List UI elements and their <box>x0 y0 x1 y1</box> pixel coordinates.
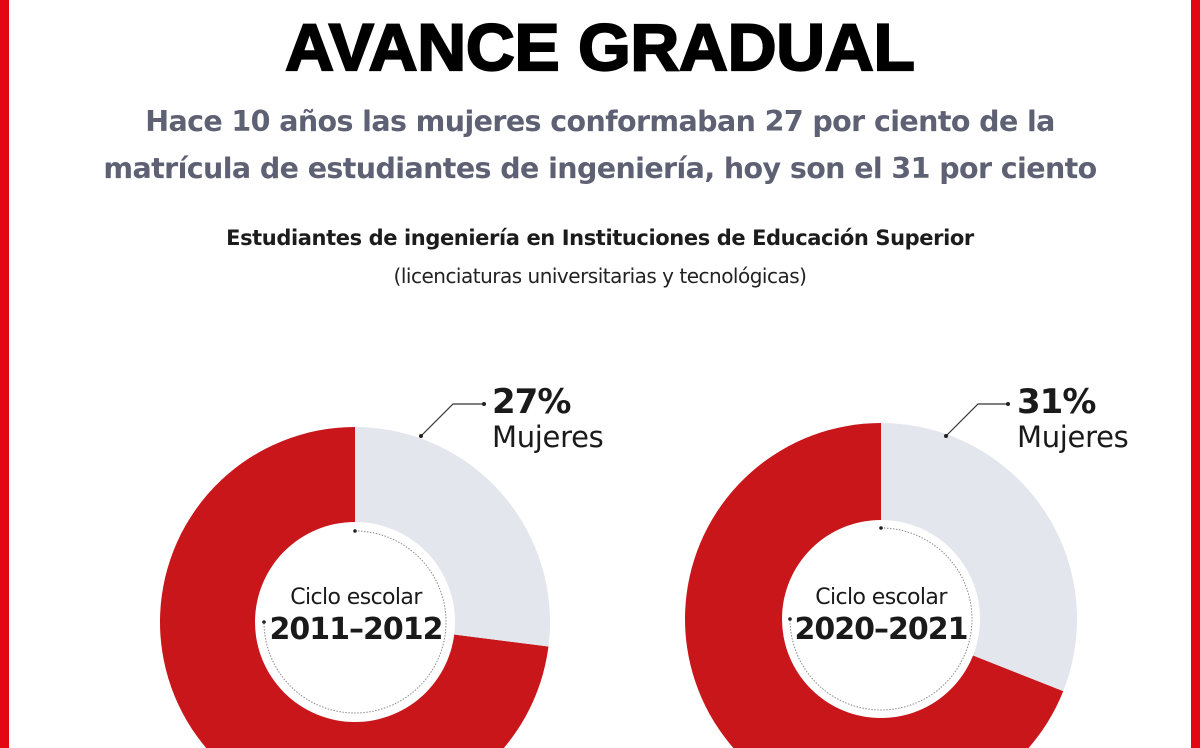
chart-subheading: (licenciaturas universitarias y tecnológ… <box>393 264 807 288</box>
leader-dot-end <box>1006 402 1010 406</box>
leader-dot-start <box>944 434 948 438</box>
donut-chart-2020-2021 <box>685 402 1077 748</box>
pct-value: 27% <box>492 382 571 422</box>
center-caption: Ciclo escolar <box>815 585 947 610</box>
center-years: 2020–2021 <box>794 612 969 647</box>
frame-left-border <box>0 0 9 748</box>
arc-end-dot <box>262 620 266 624</box>
center-label-2011-2012: Ciclo escolar 2011–2012 <box>256 584 456 648</box>
infographic-subtitle: Hace 10 años las mujeres conformaban 27 … <box>0 98 1200 192</box>
center-label-2020-2021: Ciclo escolar 2020–2021 <box>781 584 981 648</box>
leader-dot-end <box>482 402 486 406</box>
subtitle-line-2: matrícula de estudiantes de ingeniería, … <box>103 152 1097 185</box>
donut-hole <box>782 520 980 718</box>
frame-right-border <box>1191 0 1200 748</box>
label-mujeres-2020-2021: 31% Mujeres <box>1017 382 1129 454</box>
center-years: 2011–2012 <box>269 612 444 647</box>
inner-dotted-arc <box>263 530 447 714</box>
arc-start-dot <box>353 529 357 533</box>
leader-line <box>945 403 1008 437</box>
subtitle-line-1: Hace 10 años las mujeres conformaban 27 … <box>145 105 1055 138</box>
pct-value: 31% <box>1017 382 1096 422</box>
center-caption: Ciclo escolar <box>290 585 422 610</box>
donut-chart-2011-2012 <box>160 402 550 748</box>
pct-caption: Mujeres <box>492 420 604 454</box>
arc-start-dot <box>879 526 883 530</box>
leader-dot-start <box>419 434 423 438</box>
pct-caption: Mujeres <box>1017 420 1129 454</box>
chart-heading: Estudiantes de ingeniería en Institucion… <box>226 226 974 250</box>
label-mujeres-2011-2012: 27% Mujeres <box>492 382 604 454</box>
inner-dotted-arc <box>789 527 973 711</box>
leader-line <box>420 403 484 437</box>
arc-end-dot <box>788 617 792 621</box>
infographic-title: AVANCE GRADUAL <box>284 10 916 84</box>
donut-hole <box>255 522 455 722</box>
